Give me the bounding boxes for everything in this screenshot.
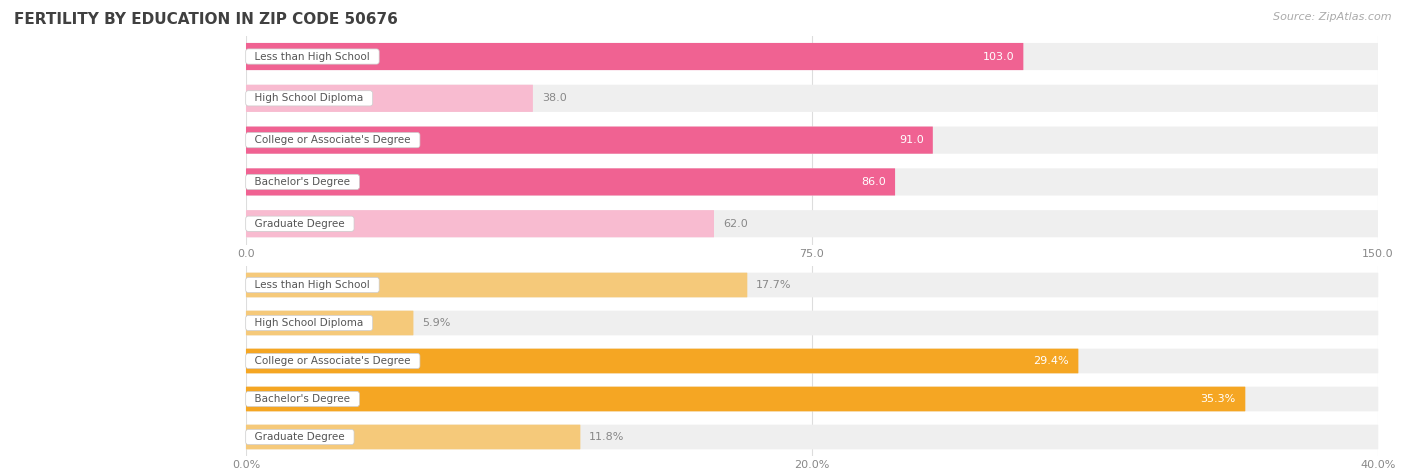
FancyBboxPatch shape	[246, 425, 581, 449]
Text: Bachelor's Degree: Bachelor's Degree	[249, 394, 357, 404]
FancyBboxPatch shape	[246, 273, 748, 297]
Text: 91.0: 91.0	[898, 135, 924, 145]
FancyBboxPatch shape	[246, 43, 1024, 70]
Text: 5.9%: 5.9%	[422, 318, 450, 328]
Text: 17.7%: 17.7%	[756, 280, 792, 290]
FancyBboxPatch shape	[246, 126, 932, 154]
FancyBboxPatch shape	[246, 126, 1378, 154]
Text: 38.0: 38.0	[541, 93, 567, 104]
Text: College or Associate's Degree: College or Associate's Degree	[249, 135, 418, 145]
Text: Less than High School: Less than High School	[249, 51, 377, 62]
Text: 29.4%: 29.4%	[1033, 356, 1069, 366]
Text: 35.3%: 35.3%	[1201, 394, 1236, 404]
Text: FERTILITY BY EDUCATION IN ZIP CODE 50676: FERTILITY BY EDUCATION IN ZIP CODE 50676	[14, 12, 398, 27]
FancyBboxPatch shape	[246, 85, 533, 112]
FancyBboxPatch shape	[246, 210, 1378, 238]
Text: Graduate Degree: Graduate Degree	[249, 218, 352, 229]
FancyBboxPatch shape	[246, 349, 1078, 373]
Text: College or Associate's Degree: College or Associate's Degree	[249, 356, 418, 366]
Text: 103.0: 103.0	[983, 51, 1014, 62]
FancyBboxPatch shape	[246, 425, 1378, 449]
FancyBboxPatch shape	[246, 311, 1378, 335]
FancyBboxPatch shape	[246, 349, 1378, 373]
Text: 86.0: 86.0	[860, 177, 886, 187]
FancyBboxPatch shape	[246, 85, 1378, 112]
FancyBboxPatch shape	[246, 311, 413, 335]
Text: Less than High School: Less than High School	[249, 280, 377, 290]
Text: Graduate Degree: Graduate Degree	[249, 432, 352, 442]
FancyBboxPatch shape	[246, 387, 1246, 411]
FancyBboxPatch shape	[246, 210, 714, 238]
FancyBboxPatch shape	[246, 387, 1378, 411]
Text: High School Diploma: High School Diploma	[249, 93, 370, 104]
Text: 11.8%: 11.8%	[589, 432, 624, 442]
Text: Source: ZipAtlas.com: Source: ZipAtlas.com	[1274, 12, 1392, 22]
FancyBboxPatch shape	[246, 43, 1378, 70]
Text: 62.0: 62.0	[723, 218, 748, 229]
FancyBboxPatch shape	[246, 273, 1378, 297]
FancyBboxPatch shape	[246, 168, 1378, 196]
Text: Bachelor's Degree: Bachelor's Degree	[249, 177, 357, 187]
FancyBboxPatch shape	[246, 168, 896, 196]
Text: High School Diploma: High School Diploma	[249, 318, 370, 328]
